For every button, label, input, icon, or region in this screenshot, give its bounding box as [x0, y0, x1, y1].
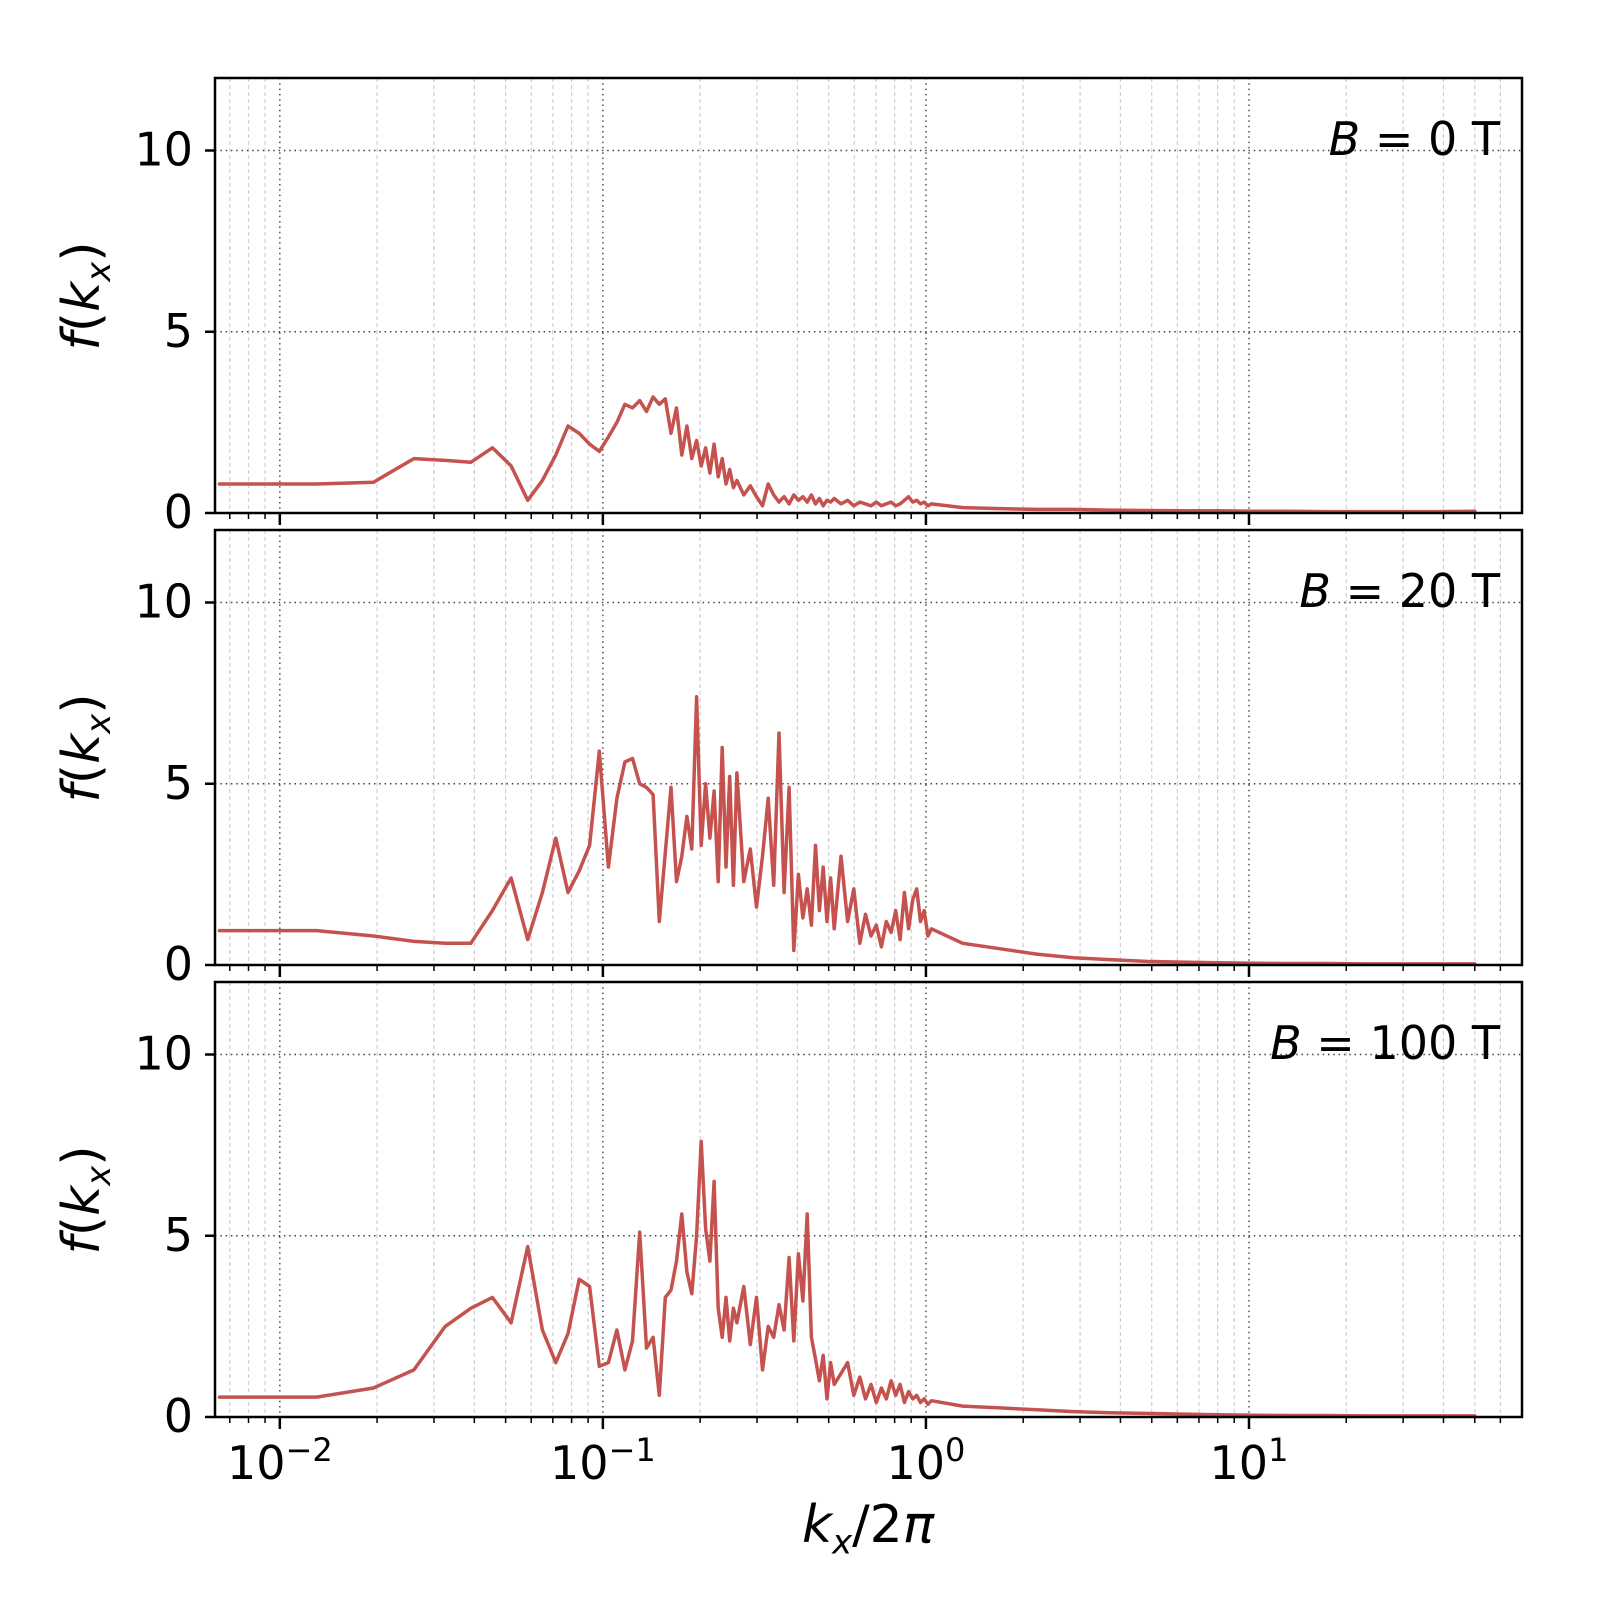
y-tick-label: 0	[164, 485, 193, 539]
annotation-text: = 0 T	[1360, 112, 1500, 166]
annotation-var: B	[1299, 564, 1331, 618]
x-tick-label: 100	[886, 1431, 965, 1490]
annotation-var: B	[1270, 1016, 1302, 1070]
series-line-2	[217, 1139, 1477, 1418]
y-tick-label: 10	[134, 123, 193, 177]
y-tick-label: 0	[164, 937, 193, 991]
y-tick-label: 0	[164, 1389, 193, 1443]
panel2-annotation: B = 20 T	[1299, 564, 1500, 618]
y-tick-label: 10	[134, 1027, 193, 1081]
y-tick-label: 10	[134, 575, 193, 629]
annotation-text: = 20 T	[1330, 564, 1500, 618]
y-tick-label: 5	[164, 756, 193, 810]
y-tick-label: 5	[164, 1208, 193, 1262]
panel3-annotation: B = 100 T	[1270, 1016, 1500, 1070]
panel1-annotation: B = 0 T	[1329, 112, 1500, 166]
panel1-yaxis-label: f(kx)	[51, 241, 119, 351]
x-tick-label: 10−1	[550, 1431, 656, 1490]
annotation-text: = 100 T	[1301, 1016, 1500, 1070]
panel3-yaxis-label: f(kx)	[51, 1145, 119, 1255]
y-tick-label: 5	[164, 304, 193, 358]
x-tick-label: 101	[1210, 1431, 1289, 1490]
panel2-yaxis-label: f(kx)	[51, 693, 119, 803]
series-line-0	[217, 395, 1477, 514]
series-line-1	[217, 695, 1477, 966]
xaxis-label: kx/2π	[801, 1495, 935, 1562]
panel-border	[213, 76, 1524, 515]
x-tick-label: 10−2	[227, 1431, 333, 1490]
annotation-var: B	[1328, 112, 1361, 166]
panel-border	[213, 980, 1524, 1419]
panel-border	[213, 528, 1524, 967]
